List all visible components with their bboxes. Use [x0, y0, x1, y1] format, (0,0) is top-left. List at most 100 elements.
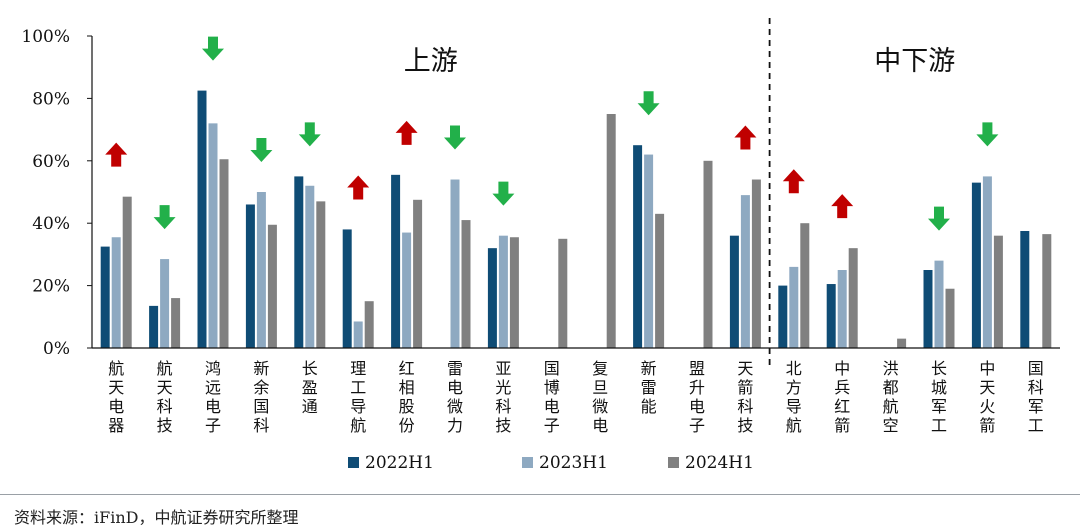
- down-arrow-icon: [202, 36, 224, 61]
- bar-2022H1-北方导航: [778, 285, 788, 348]
- x-tick-label: 雷电微力: [447, 359, 463, 435]
- bar-2022H1-红相股份: [391, 174, 401, 348]
- bar-2023H1-理工导航: [353, 321, 363, 348]
- x-tick-label: 天箭科技: [737, 359, 753, 435]
- trend-arrows: [105, 36, 999, 231]
- y-tick-label: 80%: [32, 89, 70, 109]
- x-tick-label: 亚光科技: [495, 359, 511, 435]
- up-arrow-icon: [395, 120, 418, 145]
- up-arrow-icon: [105, 142, 128, 167]
- source-note: 资料来源：iFinD，中航证券研究所整理: [14, 508, 299, 527]
- x-tick-label: 长盈通: [302, 359, 318, 416]
- bar-2024H1-长盈通: [316, 201, 326, 348]
- down-arrow-icon: [492, 181, 515, 206]
- x-tick-label: 新雷能: [641, 359, 657, 416]
- down-arrow-icon: [976, 122, 999, 147]
- bar-2024H1-航天电器: [122, 196, 132, 348]
- bar-2022H1-航天电器: [100, 246, 110, 348]
- bar-2023H1-红相股份: [402, 232, 412, 348]
- bar-2023H1-北方导航: [789, 266, 799, 348]
- bar-2023H1-新余国科: [256, 192, 266, 348]
- x-tick-label: 国科军工: [1028, 359, 1044, 435]
- region-labels: 上游 中下游: [404, 18, 955, 365]
- x-tick-label: 长城军工: [931, 359, 947, 435]
- x-tick-label: 红相股份: [399, 359, 415, 435]
- down-arrow-icon: [637, 91, 660, 116]
- up-arrow-icon: [831, 194, 854, 219]
- down-arrow-icon: [153, 205, 176, 230]
- bar-2023H1-中天火箭: [982, 176, 992, 348]
- x-tick-label: 复旦微电: [592, 359, 608, 435]
- x-tick-label: 洪都航空: [883, 359, 899, 435]
- bar-2024H1-长城军工: [945, 288, 955, 348]
- bar-2022H1-亚光科技: [487, 248, 497, 348]
- bar-2022H1-鸿远电子: [197, 90, 207, 348]
- x-tick-label: 理工导航: [350, 359, 366, 435]
- y-tick-label: 60%: [32, 152, 70, 172]
- x-tick-label: 中兵红箭: [834, 359, 850, 435]
- bar-2022H1-中兵红箭: [826, 284, 836, 348]
- x-tick-label: 航天电器: [108, 359, 124, 435]
- up-arrow-icon: [782, 169, 805, 194]
- bar-2024H1-新雷能: [655, 213, 665, 348]
- x-tick-label: 北方导航: [786, 359, 802, 435]
- bar-2022H1-新余国科: [245, 204, 255, 348]
- bar-2024H1-天箭科技: [751, 179, 761, 348]
- bar-2024H1-中天火箭: [993, 235, 1003, 348]
- bar-2022H1-国科军工: [1020, 231, 1030, 348]
- x-tick-label: 航天科技: [157, 359, 173, 435]
- bar-2024H1-国博电子: [558, 238, 568, 348]
- bar-2023H1-长城军工: [934, 260, 944, 348]
- x-tick-label: 国博电子: [544, 359, 560, 435]
- bar-2023H1-航天电器: [111, 237, 121, 348]
- bar-2022H1-新雷能: [633, 145, 643, 348]
- bar-2022H1-长盈通: [294, 176, 304, 348]
- bar-2022H1-航天科技: [149, 305, 159, 348]
- y-tick-label: 100%: [21, 27, 70, 47]
- bar-2024H1-理工导航: [364, 301, 374, 348]
- y-tick-label: 0%: [43, 339, 70, 359]
- bar-2024H1-红相股份: [413, 199, 423, 348]
- down-arrow-icon: [298, 122, 321, 147]
- source-divider: [0, 494, 1080, 495]
- bar-2022H1-天箭科技: [729, 235, 739, 348]
- y-axis: 0% 20% 40% 60% 80% 100%: [21, 27, 93, 359]
- bar-2022H1-长城军工: [923, 270, 933, 348]
- bar-2023H1-长盈通: [305, 185, 315, 348]
- bar-2024H1-北方导航: [800, 223, 810, 348]
- x-tick-label: 中天火箭: [979, 359, 995, 435]
- up-arrow-icon: [734, 125, 757, 150]
- up-arrow-icon: [347, 175, 370, 200]
- bar-2024H1-复旦微电: [606, 114, 616, 348]
- bar-2024H1-中兵红箭: [848, 248, 858, 348]
- bar-2023H1-亚光科技: [498, 235, 508, 348]
- bar-2023H1-中兵红箭: [837, 270, 847, 348]
- down-arrow-icon: [928, 206, 950, 231]
- down-arrow-icon: [444, 125, 466, 150]
- bar-2023H1-天箭科技: [740, 195, 750, 348]
- region-label: 上游: [404, 46, 458, 77]
- x-axis: 航天电器 航天科技 鸿远电子 新余国科 长盈通 理工导航 红相股份 雷电微力 亚光科技 国博电子 复…: [92, 347, 1060, 435]
- x-tick-label: 鸿远电子: [205, 359, 221, 435]
- bar-2022H1-理工导航: [342, 229, 352, 348]
- bar-2024H1-洪都航空: [897, 338, 907, 348]
- bar-2024H1-航天科技: [171, 298, 181, 348]
- bar-2023H1-航天科技: [160, 259, 170, 348]
- bar-2023H1-新雷能: [644, 154, 654, 348]
- bar-2024H1-新余国科: [267, 224, 277, 348]
- x-tick-label: 盟升电子: [689, 359, 705, 435]
- x-tick-label: 新余国科: [253, 359, 269, 435]
- legend-label: 2022H1: [365, 453, 434, 473]
- bar-2023H1-鸿远电子: [208, 123, 218, 348]
- region-label: 中下游: [874, 46, 955, 77]
- legend-swatch: [522, 457, 533, 468]
- legend-label: 2024H1: [685, 453, 754, 473]
- bar-2024H1-国科军工: [1042, 234, 1052, 348]
- down-arrow-icon: [250, 138, 273, 162]
- y-tick-label: 20%: [32, 277, 70, 297]
- bar-2024H1-亚光科技: [509, 237, 519, 348]
- legend-swatch: [348, 457, 359, 468]
- legend-label: 2023H1: [539, 453, 608, 473]
- bar-2023H1-雷电微力: [450, 179, 460, 348]
